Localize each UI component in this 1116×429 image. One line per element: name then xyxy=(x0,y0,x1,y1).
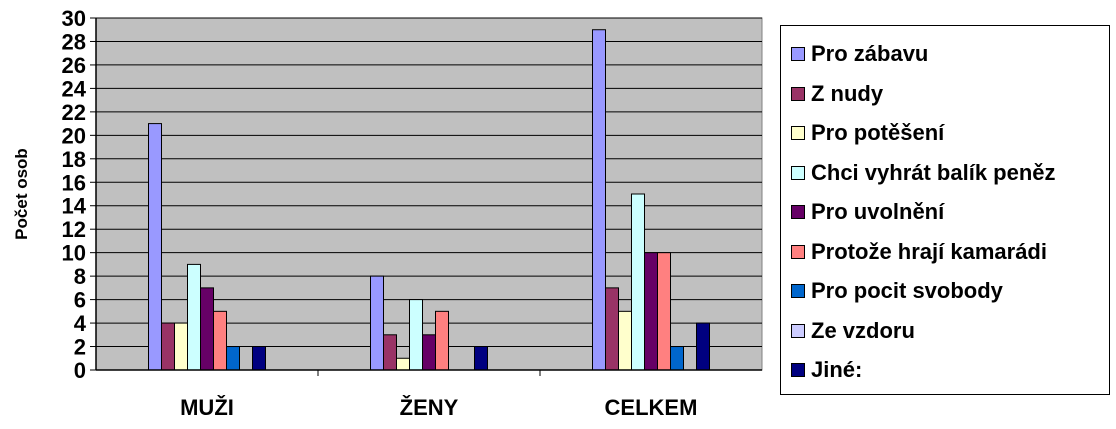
legend-label: Pro zábavu xyxy=(811,41,929,66)
y-tick-label: 12 xyxy=(62,217,86,242)
legend-swatch xyxy=(791,126,805,140)
bar-2-1 xyxy=(370,275,384,371)
y-tick-label: 14 xyxy=(62,194,87,219)
x-tick-label: ŽENY xyxy=(400,395,459,420)
legend-item: Protože hrají kamarádi xyxy=(791,238,1047,266)
bar-3-1 xyxy=(592,29,606,371)
legend-swatch xyxy=(791,86,805,101)
bar-3-4 xyxy=(631,193,645,371)
bar-1-6 xyxy=(213,310,227,371)
bar-2-9 xyxy=(474,346,488,371)
y-tick-label: 6 xyxy=(74,288,86,313)
y-tick-label: 28 xyxy=(62,29,86,54)
legend-swatch xyxy=(791,323,805,338)
legend-label: Pro potěšení xyxy=(811,120,945,145)
legend-label: Jiné: xyxy=(811,357,863,382)
bar-3-2 xyxy=(605,287,619,371)
y-axis-label: Počet osob xyxy=(12,148,31,240)
y-tick-label: 2 xyxy=(74,335,86,360)
bar-1-9 xyxy=(252,346,266,371)
legend-label: Chci vyhrát balík peněz xyxy=(811,159,1056,185)
y-tick-label: 24 xyxy=(62,76,87,101)
legend-swatch xyxy=(791,363,805,377)
bar-3-3 xyxy=(618,310,632,371)
bar-1-4 xyxy=(187,263,201,371)
x-tick-label: CELKEM xyxy=(605,395,698,420)
y-tick-label: 4 xyxy=(74,311,87,336)
legend-item: Pro pocit svobody xyxy=(791,277,1003,305)
bar-1-2 xyxy=(161,322,175,371)
y-tick-label: 8 xyxy=(74,264,86,289)
bar-3-5 xyxy=(644,252,658,371)
legend-item: Z nudy xyxy=(791,80,883,108)
bar-2-5 xyxy=(422,334,436,371)
bar-1-5 xyxy=(200,287,214,371)
legend-label: Z nudy xyxy=(811,80,884,106)
x-tick-label: MUŽI xyxy=(180,395,234,420)
legend-label: Pro pocit svobody xyxy=(811,278,1003,303)
bar-3-7 xyxy=(670,346,684,371)
y-tick-label: 16 xyxy=(62,170,86,195)
bars xyxy=(148,29,710,371)
bar-2-3 xyxy=(396,357,410,371)
bar-1-3 xyxy=(174,322,188,371)
legend-swatch xyxy=(791,165,805,180)
bar-1-7 xyxy=(226,346,240,371)
bar-2-2 xyxy=(383,334,397,371)
legend-item: Chci vyhrát balík peněz xyxy=(791,159,1056,187)
y-tick-label: 0 xyxy=(74,358,86,383)
y-tick-label: 26 xyxy=(62,53,86,78)
bar-2-4 xyxy=(409,299,423,371)
y-tick-label: 30 xyxy=(62,6,86,31)
y-tick-label: 20 xyxy=(62,123,86,148)
bar-3-9 xyxy=(696,322,710,371)
legend-item: Ze vzdoru xyxy=(791,317,915,345)
legend-item: Pro uvolnění xyxy=(791,198,944,226)
legend-item: Pro zábavu xyxy=(791,40,928,68)
legend-swatch xyxy=(791,205,805,219)
bar-3-6 xyxy=(657,252,671,371)
legend: Pro zábavu Z nudy Pro potěšení Chci vyhrát … xyxy=(780,25,1110,395)
y-tick-label: 22 xyxy=(62,100,86,125)
legend-item: Pro potěšení xyxy=(791,119,944,147)
legend-label: Protože hrají kamarádi xyxy=(811,238,1047,264)
legend-swatch xyxy=(791,284,805,298)
bar-2-6 xyxy=(435,310,449,371)
y-tick-label: 10 xyxy=(62,241,86,266)
legend-item: Jiné: xyxy=(791,356,862,384)
bar-1-1 xyxy=(148,123,162,371)
legend-swatch xyxy=(791,47,805,61)
legend-label: Ze vzdoru xyxy=(811,317,915,343)
legend-swatch xyxy=(791,244,805,259)
legend-label: Pro uvolnění xyxy=(811,199,945,224)
y-tick-label: 18 xyxy=(62,147,86,172)
